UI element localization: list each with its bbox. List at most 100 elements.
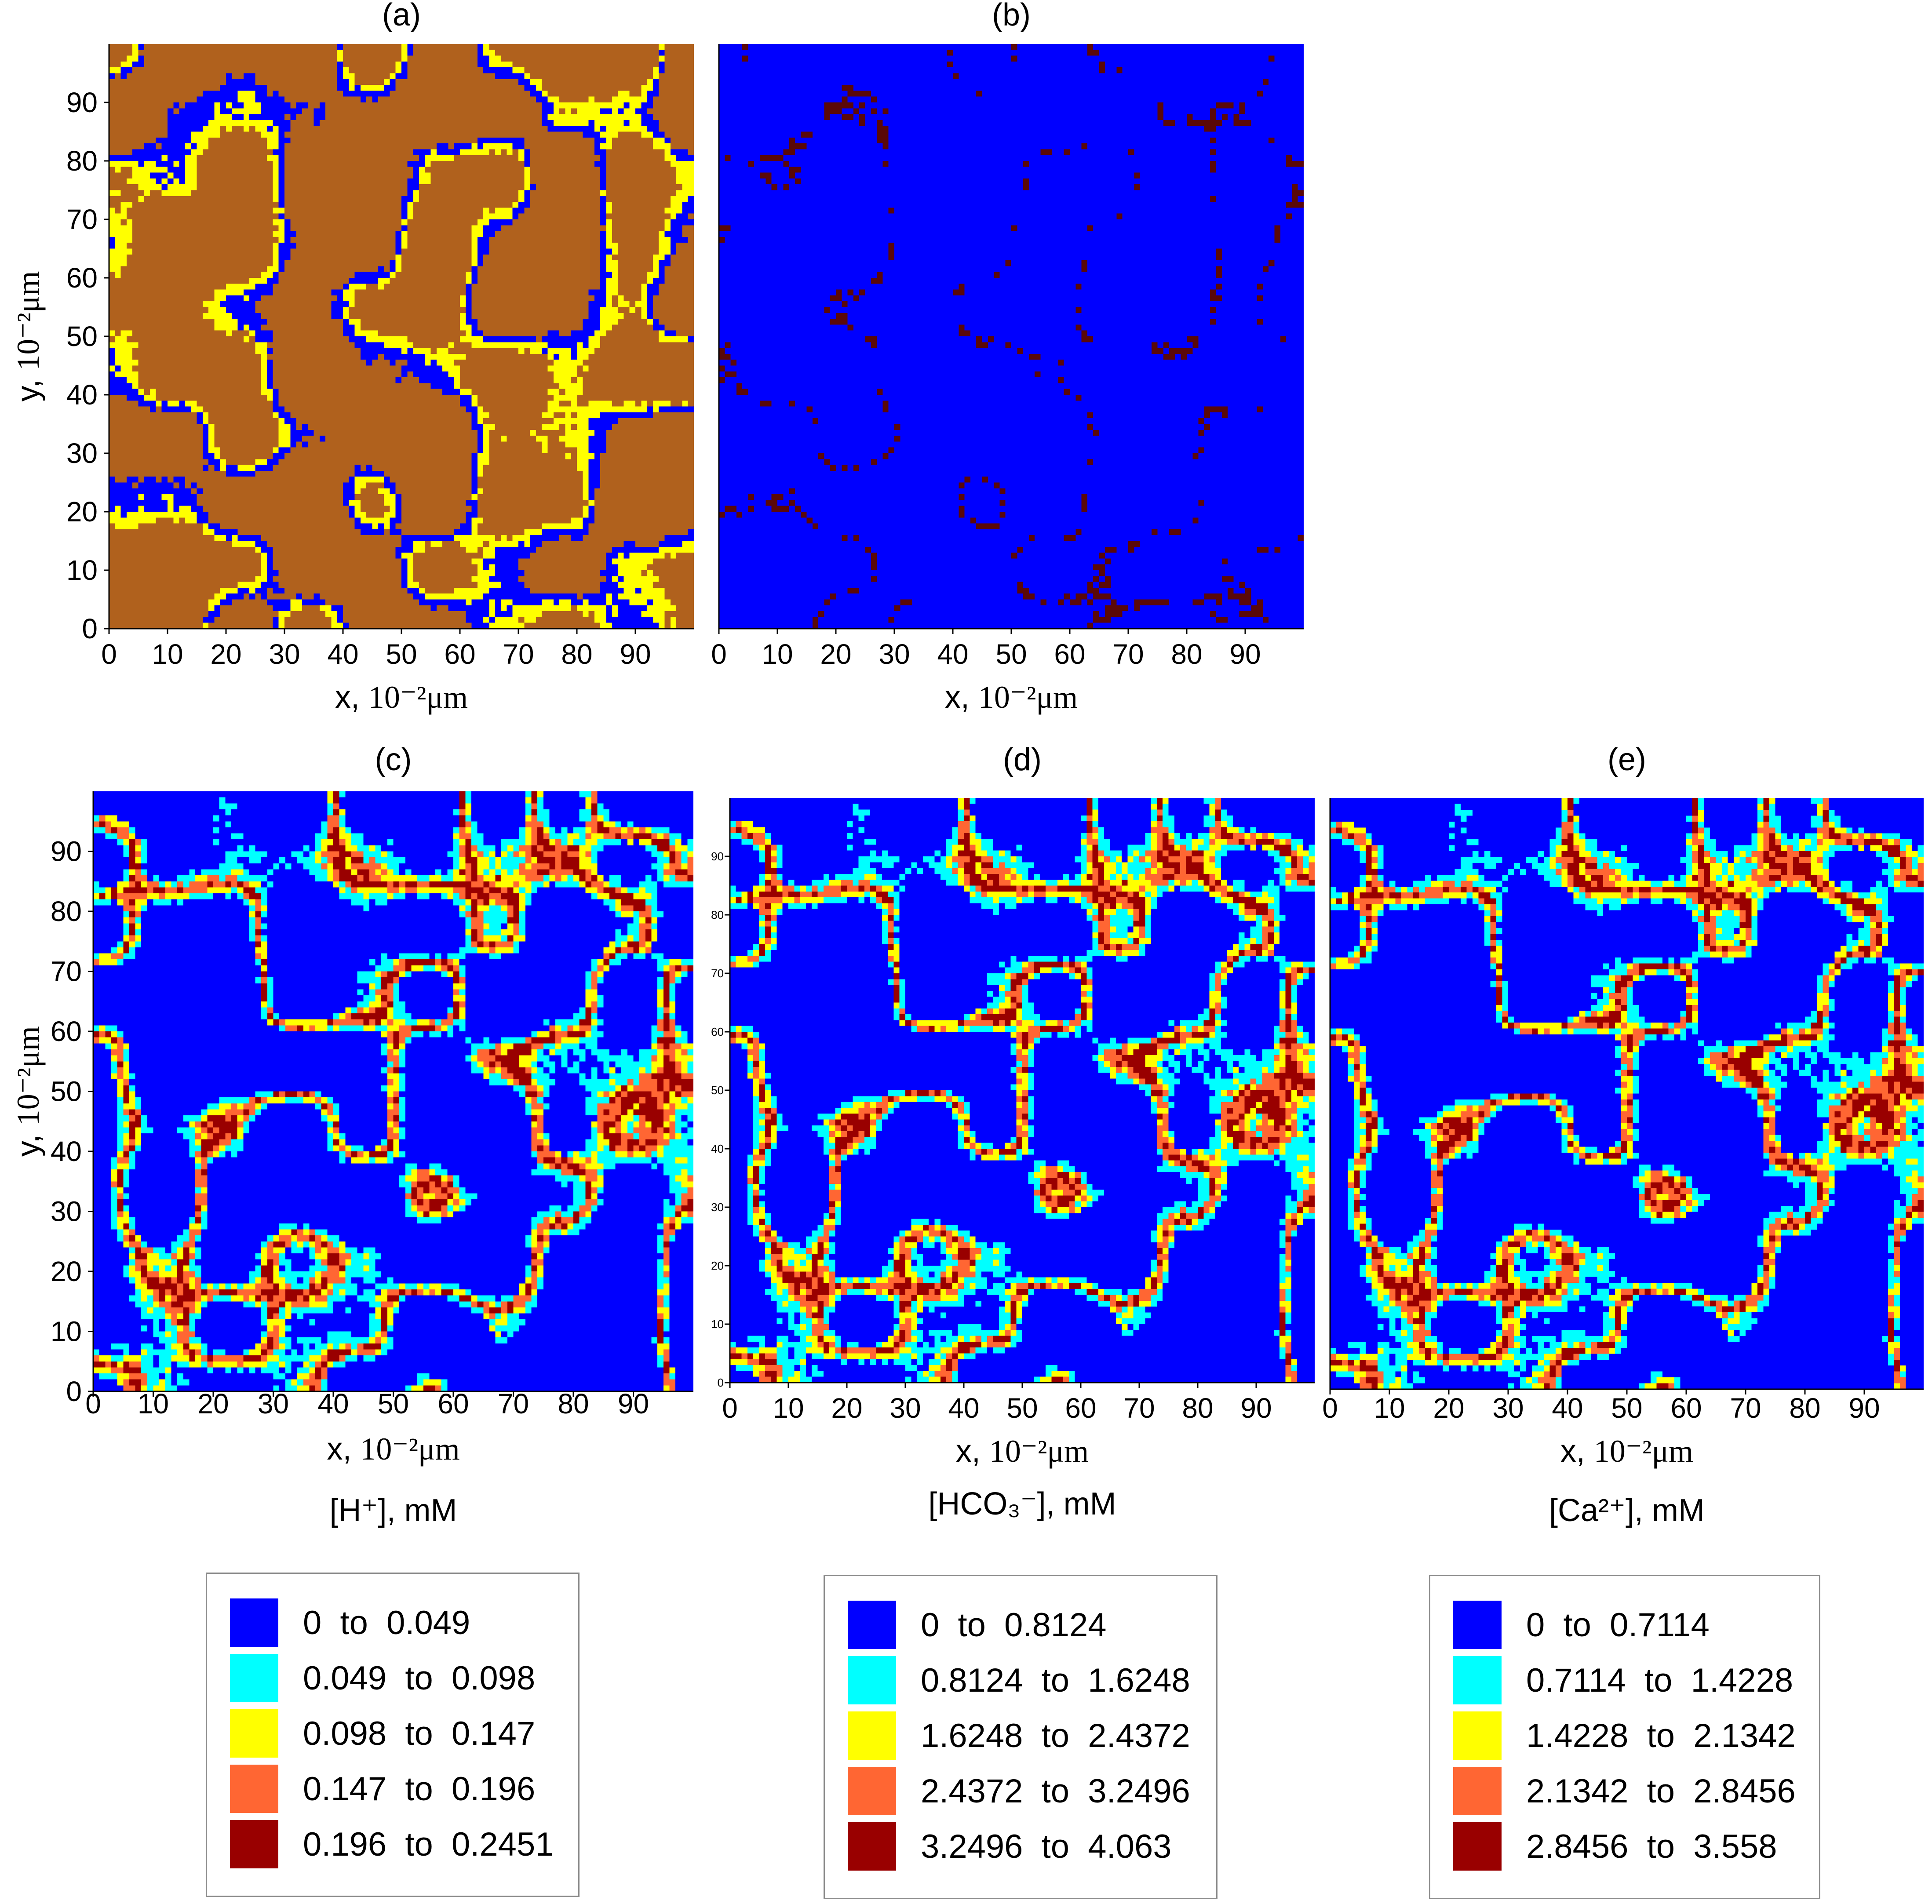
x-tick-label: 40 [948,1392,979,1424]
x-tick-label: 30 [269,638,300,670]
legend-swatch [230,1820,278,1868]
legend-entry: 0 to 0.8124 [825,1597,1216,1653]
legend-range-label: 0.7114 to 1.4228 [1526,1661,1793,1699]
legend-range-label: 0.8124 to 1.6248 [921,1661,1190,1699]
y-tick-label: 20 [51,1256,82,1287]
y-tick-label: 90 [66,87,98,118]
x-tick-label: 0 [722,1392,738,1424]
legend-entry: 3.2496 to 4.063 [825,1819,1216,1874]
y-tick-label: 80 [66,145,98,177]
quantity-label: [H⁺], mM [330,1493,457,1528]
legend-entry: 2.1342 to 2.8456 [1430,1763,1819,1819]
legend-entry: 0.049 to 0.098 [207,1650,578,1706]
y-axis-label: y, 10⁻²μm [11,1026,46,1157]
y-tick-label: 0 [718,1376,724,1389]
y-tick-label: 30 [711,1201,724,1214]
legend-swatch [848,1822,896,1871]
x-tick-label: 80 [1789,1392,1820,1424]
y-axis-label: y, 10⁻²μm [11,271,46,402]
x-tick-label: 30 [889,1392,921,1424]
y-tick-label: 80 [711,908,724,921]
x-tick-label: 90 [620,638,651,670]
legend-range-label: 0.147 to 0.196 [303,1770,536,1808]
x-tick-label: 60 [1670,1392,1702,1424]
x-tick-label: 80 [1182,1392,1213,1424]
y-tick-label: 70 [51,956,82,987]
x-tick-label: 0 [85,1388,101,1420]
y-tick-label: 40 [66,379,98,411]
y-tick-label: 90 [711,850,724,863]
x-tick-label: 20 [197,1388,229,1420]
panel-b: (b) 0 10 20 30 40 50 60 70 80 90 x, 10⁻²μm [711,0,1304,715]
legend-swatch [1453,1601,1502,1649]
legend-entry: 0.196 to 0.2451 [207,1817,578,1872]
x-tick-label: 60 [444,638,475,670]
x-axis-label: x, 10⁻²μm [327,1431,459,1467]
x-tick-label: 90 [618,1388,649,1420]
x-axis-label: x, 10⁻²μm [945,680,1078,715]
legend-range-label: 0 to 0.7114 [1526,1606,1710,1644]
legend-d: 0 to 0.8124 0.8124 to 1.6248 1.6248 to 2.4… [824,1575,1218,1899]
legend-swatch [1453,1656,1502,1704]
x-tick-label: 10 [1374,1392,1405,1424]
y-tick-label: 90 [51,836,82,867]
y-tick-label: 40 [711,1142,724,1155]
x-tick-label: 0 [1322,1392,1338,1424]
heatmap-cells [109,44,694,629]
quantity-label: [Ca²⁺], mM [1549,1493,1705,1528]
legend-e: 0 to 0.7114 0.7114 to 1.4228 1.4228 to 2.1… [1429,1575,1820,1899]
y-tick-label: 70 [66,204,98,235]
legend-range-label: 0.196 to 0.2451 [303,1825,554,1863]
legend-entry: 1.4228 to 2.1342 [1430,1708,1819,1763]
y-tick-label: 50 [51,1076,82,1107]
x-tick-label: 0 [101,638,117,670]
legend-range-label: 2.1342 to 2.8456 [1526,1772,1796,1810]
panel-a: (a) 0 10 20 30 40 50 60 70 80 90 0 10 20 30 40 50 60 70 80 9… [11,0,694,715]
x-tick-label: 50 [378,1388,409,1420]
legend-entry: 0.7114 to 1.4228 [1430,1653,1819,1708]
legend-range-label: 0.049 to 0.098 [303,1659,536,1697]
x-tick-label: 50 [1006,1392,1038,1424]
y-tick-label: 70 [711,967,724,980]
legend-range-label: 0 to 0.8124 [921,1606,1107,1644]
panel-c: (c) 0 10 20 30 40 50 60 70 80 90 0 10 20 30 40 50 60 70 80 9… [11,742,693,1528]
legend-range-label: 1.4228 to 2.1342 [1526,1717,1796,1755]
y-tick-label: 50 [711,1084,724,1097]
x-tick-label: 20 [1433,1392,1464,1424]
x-tick-label: 70 [503,638,534,670]
heatmap-cells [93,791,693,1391]
y-tick-label: 40 [51,1136,82,1167]
y-tick-label: 10 [711,1318,724,1331]
quantity-label: [HCO₃⁻], mM [928,1486,1116,1522]
legend-entry: 0.8124 to 1.6248 [825,1653,1216,1708]
legend-range-label: 2.8456 to 3.558 [1526,1828,1777,1865]
legend-range-label: 2.4372 to 3.2496 [921,1772,1190,1810]
legend-entry: 2.8456 to 3.558 [1430,1819,1819,1874]
x-tick-label: 90 [1240,1392,1272,1424]
legend-range-label: 3.2496 to 4.063 [921,1828,1172,1865]
x-tick-label: 30 [879,638,910,670]
heatmap-cells [730,798,1315,1383]
legend-entry: 1.6248 to 2.4372 [825,1708,1216,1763]
x-tick-label: 50 [1611,1392,1642,1424]
x-axis-label: x, 10⁻²μm [956,1434,1089,1469]
x-tick-label: 90 [1229,638,1261,670]
panel-caption: (c) [375,742,412,777]
panel-caption: (e) [1608,742,1646,777]
panel-caption: (b) [992,0,1031,33]
x-tick-label: 60 [437,1388,469,1420]
panel-caption: (a) [382,0,421,33]
y-tick-label: 20 [711,1259,724,1272]
legend-range-label: 0.098 to 0.147 [303,1715,536,1752]
legend-range-label: 1.6248 to 2.4372 [921,1717,1190,1755]
y-tick-label: 60 [51,1016,82,1047]
x-tick-label: 10 [762,638,793,670]
y-tick-label: 10 [51,1316,82,1347]
legend-c: 0 to 0.049 0.049 to 0.098 0.098 to 0.147 0.… [206,1573,580,1897]
legend-swatch [230,1598,278,1647]
legend-swatch [1453,1767,1502,1815]
panel-d: (d) 0 10 20 30 40 50 60 70 80 90 0 10 20 30 40 50 60 70 80 9… [711,742,1315,1522]
x-tick-label: 40 [1552,1392,1583,1424]
x-tick-label: 10 [138,1388,169,1420]
